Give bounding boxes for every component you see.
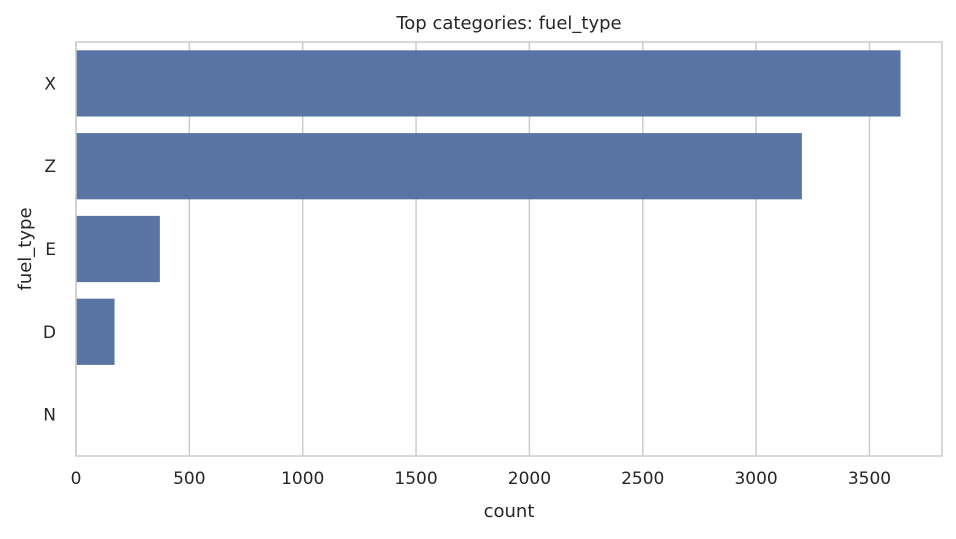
x-tick-label-3: 1500 [394,469,437,489]
x-tick-label-0: 0 [71,469,82,489]
bar-Z [76,133,802,199]
x-tick-labels: 0 500 1000 1500 2000 2500 3000 3500 [71,469,892,489]
bar-D [76,299,115,365]
x-axis-title: count [484,501,535,522]
y-axis-title: fuel_type [15,207,36,290]
x-tick-label-7: 3500 [848,469,891,489]
y-tick-label-2: E [45,240,56,260]
y-tick-labels: X Z E D N [43,74,56,425]
bar-E [76,216,160,282]
y-tick-label-0: X [44,74,56,94]
x-tick-label-5: 2500 [621,469,664,489]
chart-title: Top categories: fuel_type [395,13,621,34]
y-tick-label-1: Z [44,157,56,177]
x-tick-label-2: 1000 [281,469,324,489]
x-tick-label-1: 500 [173,469,205,489]
y-tick-label-3: D [43,323,56,343]
x-tick-label-6: 3000 [734,469,777,489]
bar-X [76,50,901,116]
y-tick-label-4: N [43,406,56,426]
x-tick-label-4: 2000 [508,469,551,489]
bars [76,50,901,447]
